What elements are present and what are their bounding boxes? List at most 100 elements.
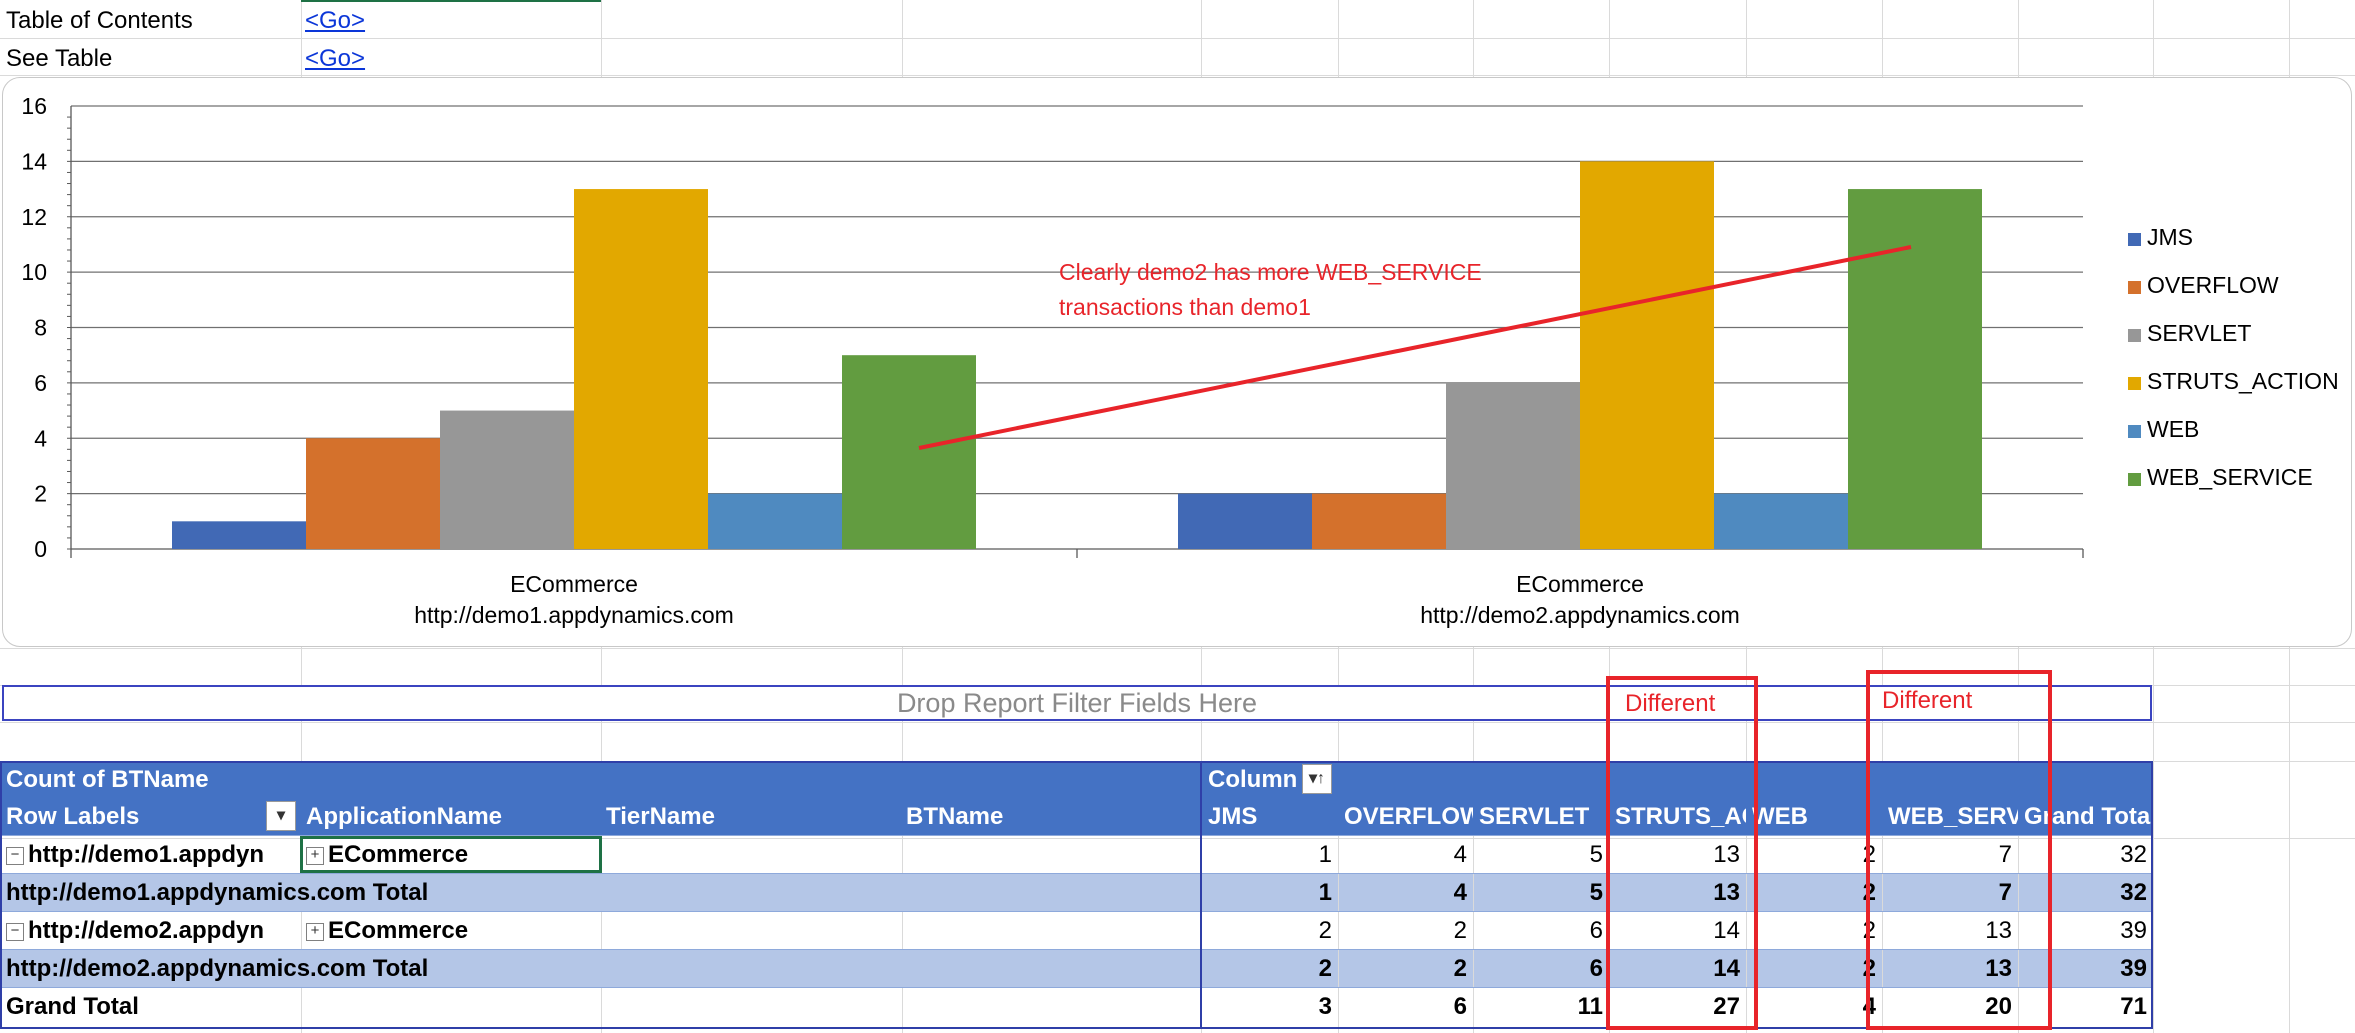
- cell-web[interactable]: 2: [1746, 836, 1882, 873]
- bar-web: [708, 493, 842, 549]
- cell-overflow[interactable]: 2: [1338, 912, 1473, 949]
- row-label[interactable]: − http://demo1.appdyn: [0, 836, 300, 873]
- cell-struts[interactable]: 14: [1609, 912, 1746, 949]
- bar-jms: [172, 521, 306, 549]
- cell-web[interactable]: 2: [1746, 874, 1882, 911]
- row-labels-header[interactable]: Row Labels: [6, 803, 140, 830]
- legend-swatch: [2128, 233, 2141, 246]
- cell-grandtotal[interactable]: 32: [2018, 836, 2153, 873]
- cell-jms[interactable]: 3: [1200, 988, 1338, 1025]
- cell-grandtotal[interactable]: 32: [2018, 874, 2153, 911]
- toc-label: Table of Contents: [6, 7, 193, 34]
- bar-chart[interactable]: 0 2 4 6 8 10 12 14 16 ECommerce http://demo1.appdy…: [2, 77, 2352, 647]
- cell-web[interactable]: 4: [1746, 988, 1882, 1025]
- different-callout-webservice: [1866, 670, 2052, 1030]
- application-text: ECommerce: [328, 841, 469, 868]
- legend-swatch: [2128, 425, 2141, 438]
- legend-swatch: [2128, 281, 2141, 294]
- cell-servlet[interactable]: 6: [1473, 912, 1609, 949]
- pivot-row[interactable]: http://demo1.appdynamics.com Total 1 4 5 13 2…: [0, 873, 2153, 911]
- bar-web-service: [1848, 189, 1982, 549]
- header-tiername[interactable]: TierName: [606, 803, 715, 830]
- pivot-row[interactable]: − http://demo1.appdyn + ECommerce 1 4 5 13 2 7 32: [0, 835, 2153, 873]
- y-tick-label: 6: [34, 370, 47, 396]
- collapse-icon[interactable]: −: [6, 922, 24, 941]
- y-tick-label: 4: [34, 425, 47, 451]
- header-overflow[interactable]: OVERFLOW: [1344, 803, 1473, 830]
- different-callout-struts: [1606, 676, 1758, 1030]
- cell-grandtotal[interactable]: 39: [2018, 950, 2153, 987]
- header-grand-total[interactable]: Grand Tota: [2024, 803, 2151, 830]
- row-label[interactable]: http://demo1.appdynamics.com Total: [0, 874, 1200, 911]
- y-tick-label: 14: [21, 148, 47, 174]
- cell-overflow[interactable]: 2: [1338, 950, 1473, 987]
- toc-go-link[interactable]: <Go>: [305, 7, 366, 34]
- y-tick-label: 10: [21, 259, 47, 285]
- cell-overflow[interactable]: 6: [1338, 988, 1473, 1025]
- header-jms[interactable]: JMS: [1200, 798, 1338, 835]
- row-label-text: http://demo1.appdyn: [28, 841, 264, 868]
- bar-web: [1714, 493, 1848, 549]
- cell-servlet[interactable]: 11: [1473, 988, 1609, 1025]
- y-tick-label: 0: [34, 536, 47, 562]
- cell-struts[interactable]: 14: [1609, 950, 1746, 987]
- cell-overflow[interactable]: 4: [1338, 874, 1473, 911]
- legend-label: JMS: [2147, 224, 2193, 250]
- report-filter-drop-zone[interactable]: Drop Report Filter Fields Here: [2, 685, 2152, 721]
- column-filter-sort-icon[interactable]: ▾↑: [1302, 764, 1332, 794]
- header-web-service[interactable]: WEB_SERV: [1888, 803, 2018, 830]
- active-cell-edge: [301, 0, 601, 2]
- cell-webservice[interactable]: 7: [1882, 874, 2018, 911]
- cell-struts[interactable]: 13: [1609, 874, 1746, 911]
- cell-jms[interactable]: 1: [1200, 836, 1338, 873]
- see-table-label: See Table: [6, 45, 113, 72]
- header-web[interactable]: WEB: [1752, 803, 1808, 830]
- pivot-row[interactable]: Grand Total 3 6 11 27 4 20 71: [0, 987, 2153, 1025]
- cell-webservice[interactable]: 13: [1882, 912, 2018, 949]
- legend-label: WEB: [2147, 416, 2199, 442]
- chart-canvas: 0 2 4 6 8 10 12 14 16 ECommerce http://demo1.appdy…: [21, 93, 2338, 628]
- cell-servlet[interactable]: 5: [1473, 874, 1609, 911]
- legend-label: WEB_SERVICE: [2147, 464, 2313, 490]
- application-cell[interactable]: + ECommerce: [300, 912, 600, 949]
- see-table-go-link[interactable]: <Go>: [305, 45, 366, 72]
- annotation-text: Clearly demo2 has more WEB_SERVICE: [1059, 259, 1482, 285]
- expand-icon[interactable]: +: [306, 846, 324, 865]
- header-applicationname[interactable]: ApplicationName: [306, 803, 503, 830]
- cell-webservice[interactable]: 20: [1882, 988, 2018, 1025]
- cell-servlet[interactable]: 5: [1473, 836, 1609, 873]
- pivot-row[interactable]: − http://demo2.appdyn + ECommerce 2 2 6 14 2 13 39: [0, 911, 2153, 949]
- cell-web[interactable]: 2: [1746, 950, 1882, 987]
- legend-swatch: [2128, 329, 2141, 342]
- row-label[interactable]: http://demo2.appdynamics.com Total: [0, 950, 1200, 987]
- row-label[interactable]: Grand Total: [0, 988, 1200, 1025]
- header-struts-action[interactable]: STRUTS_AC: [1615, 803, 1746, 830]
- row-label[interactable]: − http://demo2.appdyn: [0, 912, 300, 949]
- collapse-icon[interactable]: −: [6, 846, 24, 865]
- cell-servlet[interactable]: 6: [1473, 950, 1609, 987]
- cell-web[interactable]: 2: [1746, 912, 1882, 949]
- x-category-label: http://demo2.appdynamics.com: [1420, 602, 1740, 628]
- x-category-label: ECommerce: [1516, 571, 1644, 597]
- header-btname[interactable]: BTName: [906, 803, 1004, 830]
- bar-struts-action: [574, 189, 708, 549]
- cell-webservice[interactable]: 13: [1882, 950, 2018, 987]
- header-servlet[interactable]: SERVLET: [1479, 803, 1590, 830]
- cell-struts[interactable]: 27: [1609, 988, 1746, 1025]
- different-label-webservice: Different: [1882, 687, 1973, 714]
- cell-overflow[interactable]: 4: [1338, 836, 1473, 873]
- cell-jms[interactable]: 2: [1200, 912, 1338, 949]
- row-labels-filter-icon[interactable]: ▾: [266, 801, 296, 831]
- pivot-value-title[interactable]: Count of BTName: [6, 766, 209, 793]
- cell-jms[interactable]: 1: [1200, 874, 1338, 911]
- cell-struts[interactable]: 13: [1609, 836, 1746, 873]
- cell-jms[interactable]: 2: [1200, 950, 1338, 987]
- expand-icon[interactable]: +: [306, 922, 324, 941]
- application-text: ECommerce: [328, 917, 469, 944]
- cell-grandtotal[interactable]: 39: [2018, 912, 2153, 949]
- bar-servlet: [440, 410, 574, 549]
- cell-grandtotal[interactable]: 71: [2018, 988, 2153, 1025]
- application-cell[interactable]: + ECommerce: [300, 836, 600, 873]
- cell-webservice[interactable]: 7: [1882, 836, 2018, 873]
- pivot-row[interactable]: http://demo2.appdynamics.com Total 2 2 6 14 2…: [0, 949, 2153, 987]
